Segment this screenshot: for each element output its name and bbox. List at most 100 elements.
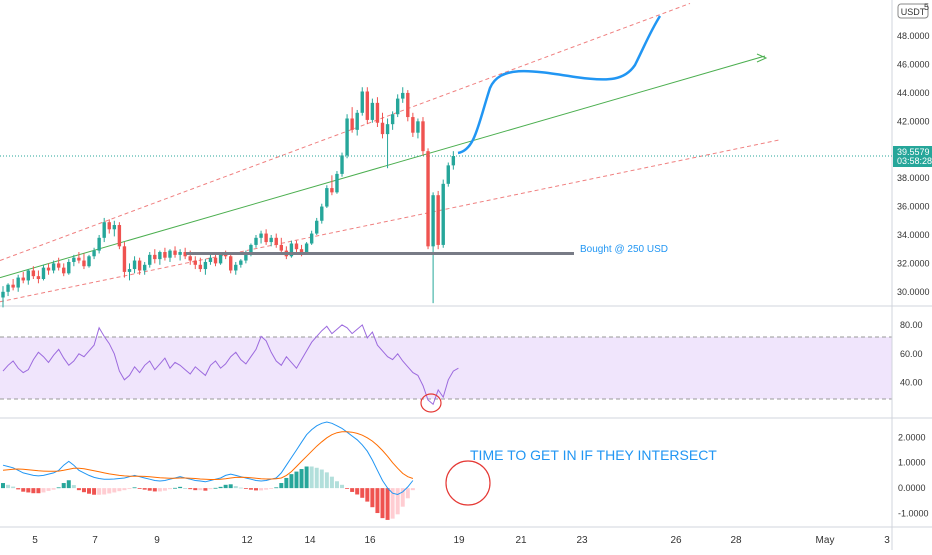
candle-body [153, 254, 157, 260]
candle-body [299, 249, 304, 254]
macd-histogram-bar [395, 488, 400, 515]
candle-body [117, 225, 122, 247]
macd-histogram-bar [6, 484, 11, 489]
candle-body [269, 237, 273, 243]
candle-body [72, 257, 76, 262]
candle-body [213, 257, 218, 264]
macd-histogram-bar [304, 466, 309, 489]
macd-histogram-bar [284, 477, 289, 489]
macd-histogram-bar [137, 488, 142, 489]
candle-body [36, 276, 41, 280]
candle-body [51, 263, 56, 271]
candle-body [56, 263, 61, 268]
macd-circle-annotation [445, 460, 491, 506]
candle-body [92, 250, 96, 257]
candle-body [188, 256, 192, 261]
macd-histogram-bar [259, 488, 264, 491]
candle-body [208, 257, 213, 262]
projection-path [457, 15, 662, 155]
macd-histogram-bar [46, 488, 51, 491]
macd-histogram-bar [87, 488, 92, 494]
macd-histogram-bar [102, 488, 107, 495]
candle-body [107, 222, 111, 230]
candle-body [350, 118, 354, 130]
macd-histogram-bar [238, 487, 243, 489]
price-tick-label: 36.0000 [897, 202, 930, 212]
macd-histogram-bar [107, 488, 112, 494]
candle-body [340, 155, 344, 174]
candle-body [426, 151, 430, 247]
candle-body [451, 155, 456, 166]
macd-histogram-bar [274, 487, 279, 489]
macd-histogram-bar [370, 488, 375, 508]
candle-body [203, 261, 208, 270]
candle-body [87, 256, 91, 267]
candle-body [82, 260, 86, 267]
macd-histogram-bar [350, 488, 355, 492]
macd-histogram-bar [178, 486, 183, 489]
macd-histogram-bar [233, 486, 238, 489]
x-tick-label: May [816, 535, 835, 546]
macd-histogram-bar [375, 488, 380, 514]
price-tick-label: 38.0000 [897, 173, 930, 183]
candle-body [274, 237, 278, 245]
macd-line [2, 421, 414, 496]
candle-body [178, 252, 182, 255]
macd-histogram-bar [360, 488, 365, 498]
rsi-tick-label: 40.00 [900, 378, 923, 388]
channel-group [0, 2, 892, 303]
candle-body [279, 244, 283, 251]
candle-body [335, 173, 339, 193]
macd-histogram-bar [117, 488, 122, 492]
candle-body [406, 92, 410, 118]
macd-histogram-bar [254, 488, 258, 491]
candle-body [375, 102, 380, 123]
candle-body [421, 121, 425, 152]
macd-tick-label: 0.0000 [898, 483, 926, 493]
currency-badge[interactable]: USDT [897, 3, 929, 19]
x-tick-label: 19 [453, 535, 465, 546]
macd-histogram-bar [329, 476, 334, 489]
candle-body [254, 237, 258, 245]
candle-body [360, 91, 364, 113]
top-tick-label: 5 [924, 2, 929, 12]
candle-body [102, 222, 106, 238]
macd-histogram-bar [1, 483, 5, 489]
macd-histogram-bar [193, 488, 198, 491]
candle-body [218, 253, 223, 264]
candle-body [31, 270, 36, 277]
trendline [0, 55, 766, 279]
macd-histogram-bar [127, 488, 132, 489]
trendline-arrowhead [756, 53, 768, 63]
x-tick-label: 16 [364, 535, 376, 546]
currency-badge-box [897, 3, 929, 19]
macd-histogram-bar [152, 488, 157, 492]
macd-histogram-bar [162, 488, 167, 491]
macd-histogram-bar [228, 484, 233, 489]
macd-histogram-bar [92, 488, 97, 495]
x-tick-label: 5 [32, 535, 38, 546]
candle-body [259, 233, 263, 238]
channel-upper-line [0, 2, 691, 262]
macd-histogram-bar [36, 488, 41, 494]
candle-body [122, 246, 127, 272]
candle-body [380, 122, 385, 135]
macd-histogram-bar [142, 488, 147, 490]
candle-body [436, 195, 440, 245]
candle-body [385, 124, 390, 135]
last-price-tag: 39.5579 03:58:28 [893, 146, 932, 167]
macd-histogram-bar [16, 488, 21, 490]
macd-histogram-bar [208, 488, 213, 490]
macd-histogram-bar [365, 488, 370, 502]
macd-histogram-bar [61, 483, 66, 489]
annotations-group [186, 15, 662, 255]
candle-body [26, 270, 30, 281]
macd-histogram-bar [218, 486, 223, 489]
macd-histogram-bar [289, 474, 294, 489]
candle-body [239, 260, 243, 265]
rsi-line [2, 324, 459, 406]
x-tick-label: 9 [154, 535, 160, 546]
candle-body [142, 264, 147, 271]
